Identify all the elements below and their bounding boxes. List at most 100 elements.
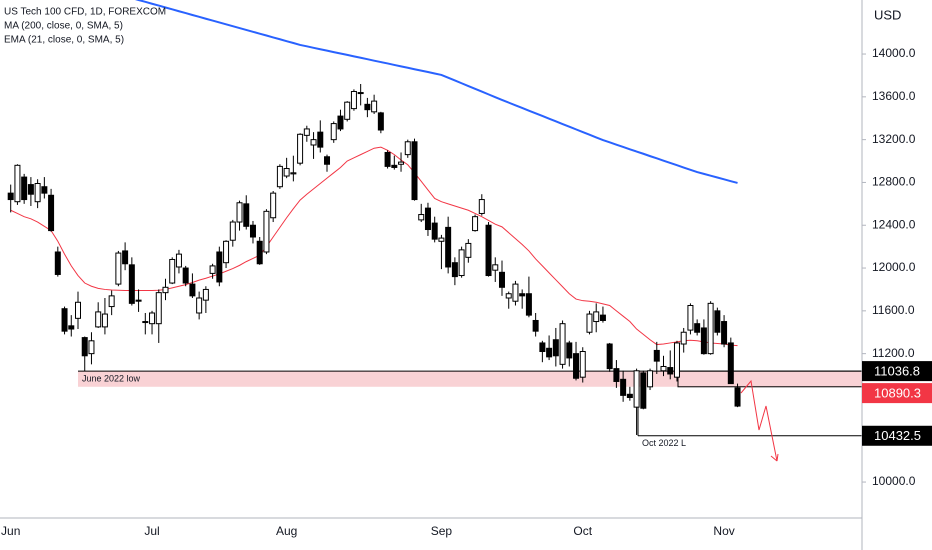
y-tick-label: 13200.0 [872, 132, 916, 146]
candle-body [236, 202, 243, 223]
price-tag [862, 361, 932, 382]
candle-body [229, 221, 236, 241]
candle-body [270, 192, 277, 219]
x-tick-label: Oct [573, 524, 592, 538]
candle-body [519, 293, 526, 297]
candle-body [391, 164, 398, 168]
candle-body [707, 302, 714, 355]
candle-body [640, 372, 647, 409]
indicator-line [134, 0, 738, 184]
candle-body [95, 311, 102, 328]
candle-body [418, 214, 425, 221]
candle-body [34, 183, 41, 203]
candle-body [7, 192, 14, 201]
candle-body [27, 184, 34, 195]
candle-body [108, 295, 115, 308]
retest-zone [677, 370, 862, 388]
x-tick-label: Jun [1, 524, 20, 538]
price-tag [862, 383, 932, 404]
candle-body [498, 271, 505, 288]
candle-body [586, 313, 593, 333]
candle-body [593, 311, 600, 323]
support-zone [78, 371, 862, 387]
candle-body [620, 378, 627, 396]
candle-body [337, 115, 344, 130]
candle-body [263, 210, 270, 253]
candle-body [243, 203, 250, 227]
candle-body [344, 101, 351, 120]
candle-body [101, 313, 108, 328]
candle-body [249, 224, 256, 238]
candle-body [21, 176, 28, 201]
candle-body [48, 194, 55, 232]
candle-body [458, 249, 465, 277]
candle-body [505, 293, 512, 299]
candle-body [297, 133, 304, 164]
candle-body [532, 319, 539, 332]
candle-body [398, 161, 405, 165]
candle-body [175, 253, 182, 268]
candle-body [438, 237, 445, 242]
chart-title: US Tech 100 CFD, 1D, FOREXCOM [4, 7, 166, 18]
candle-body [182, 267, 189, 284]
candle-body [14, 164, 21, 203]
candle-body [492, 264, 499, 271]
candle-body [371, 100, 378, 113]
candle-body [350, 90, 357, 110]
candle-body [680, 331, 687, 345]
candle-body [566, 342, 573, 359]
legend-entry: MA (200, close, 0, SMA, 5) [4, 21, 123, 32]
level-label: June 2022 low [82, 373, 141, 383]
candle-body [256, 240, 263, 265]
candle-body [364, 103, 371, 111]
candle-body [579, 351, 586, 378]
projection-arrow [740, 379, 779, 462]
candle-body [122, 250, 129, 265]
candle-body [61, 308, 68, 332]
candle-body [149, 312, 156, 325]
candle-body [202, 288, 209, 301]
candle-body [424, 207, 431, 231]
candle-body [552, 339, 559, 357]
level-label: Oct 2022 L [642, 438, 686, 448]
price-tag-label: 10890.3 [874, 386, 921, 401]
candle-body [128, 264, 135, 304]
axes [0, 0, 863, 550]
plot-area [7, 0, 862, 437]
y-tick-label: 12800.0 [872, 175, 916, 189]
candle-body [135, 299, 142, 302]
candle-body [162, 286, 169, 294]
candle-body [189, 283, 196, 297]
candle-body [431, 222, 438, 240]
candle-body [667, 367, 674, 375]
candle-body [727, 342, 734, 385]
candle-body [317, 131, 324, 148]
candle-body [606, 343, 613, 370]
x-tick-label: Aug [276, 524, 297, 538]
candle-body [411, 141, 418, 201]
legend-entry: EMA (21, close, 0, SMA, 5) [4, 35, 124, 46]
candle-body [276, 165, 283, 188]
candle-body [626, 393, 633, 399]
candle-body [330, 123, 337, 141]
y-tick-label: 12000.0 [872, 260, 916, 274]
candle-body [303, 128, 310, 136]
candle-body [169, 258, 176, 284]
price-tag-label: 11036.8 [874, 364, 920, 379]
candle-body [647, 370, 654, 388]
candle-body [546, 347, 553, 358]
candle-body [223, 240, 230, 264]
candle-body [673, 342, 680, 378]
candle-body [41, 186, 48, 194]
x-tick-label: Jul [144, 524, 159, 538]
candle-body [88, 340, 95, 355]
candle-body [472, 216, 479, 232]
candle-body [209, 265, 216, 274]
candle-body [539, 342, 546, 353]
currency-label: USD [874, 7, 901, 22]
candle-body [525, 293, 532, 316]
candle-body [324, 156, 331, 165]
candle-body [721, 321, 728, 345]
candle-body [357, 92, 364, 95]
